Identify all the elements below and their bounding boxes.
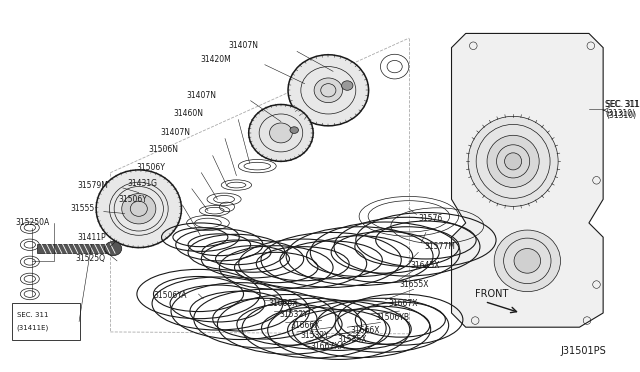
Text: 31579M: 31579M [77, 180, 108, 190]
Text: 31532Y: 31532Y [279, 310, 308, 320]
Text: 31407N: 31407N [229, 41, 259, 50]
Ellipse shape [487, 135, 539, 187]
Text: 31506YA: 31506YA [153, 291, 186, 301]
Text: FRONT: FRONT [476, 289, 509, 299]
Ellipse shape [468, 116, 558, 206]
Text: (31310): (31310) [606, 111, 636, 121]
Text: 31577M: 31577M [424, 242, 455, 251]
Text: 31655X: 31655X [399, 280, 429, 289]
Ellipse shape [494, 230, 561, 292]
Ellipse shape [249, 105, 313, 161]
Text: 31535X: 31535X [338, 335, 367, 344]
Text: 31407N: 31407N [161, 128, 191, 137]
Text: 31576: 31576 [419, 214, 443, 223]
Ellipse shape [290, 127, 298, 134]
Text: 31460N: 31460N [174, 109, 204, 118]
Text: 31666X: 31666X [350, 326, 380, 334]
Text: 31645X: 31645X [411, 261, 440, 270]
Text: J31501PS: J31501PS [561, 346, 606, 356]
Text: 31667X: 31667X [388, 299, 417, 308]
Text: 31666X: 31666X [269, 299, 298, 308]
Text: 31431G: 31431G [127, 179, 157, 187]
Ellipse shape [122, 193, 156, 224]
Ellipse shape [504, 153, 522, 170]
Text: 31411P: 31411P [77, 232, 106, 242]
Text: 31506YB: 31506YB [376, 313, 410, 322]
Text: SEC. 311: SEC. 311 [17, 312, 48, 318]
Text: (31411E): (31411E) [17, 325, 49, 331]
Text: 31407N: 31407N [186, 90, 216, 100]
Bar [37, 244, 113, 253]
Ellipse shape [514, 248, 541, 273]
Text: 31506N: 31506N [148, 145, 179, 154]
PathPatch shape [451, 33, 603, 327]
Text: 31420M: 31420M [200, 55, 231, 64]
Text: 31506Y: 31506Y [137, 163, 166, 171]
Text: (31310): (31310) [605, 109, 635, 118]
Text: 31532Y: 31532Y [301, 331, 330, 340]
Ellipse shape [288, 55, 369, 126]
Text: 315250A: 315250A [15, 218, 50, 227]
Text: 31506Y: 31506Y [118, 195, 147, 204]
Text: SEC. 311: SEC. 311 [606, 100, 640, 109]
Text: 31525Q: 31525Q [76, 254, 106, 263]
Text: 31555: 31555 [70, 204, 95, 213]
Text: 31666X: 31666X [291, 321, 320, 330]
Ellipse shape [342, 81, 353, 90]
Ellipse shape [314, 78, 342, 103]
Text: SEC. 311: SEC. 311 [605, 100, 639, 109]
Ellipse shape [96, 170, 181, 248]
Ellipse shape [105, 241, 122, 256]
Ellipse shape [269, 123, 292, 143]
Text: 31667XA: 31667XA [310, 341, 345, 351]
